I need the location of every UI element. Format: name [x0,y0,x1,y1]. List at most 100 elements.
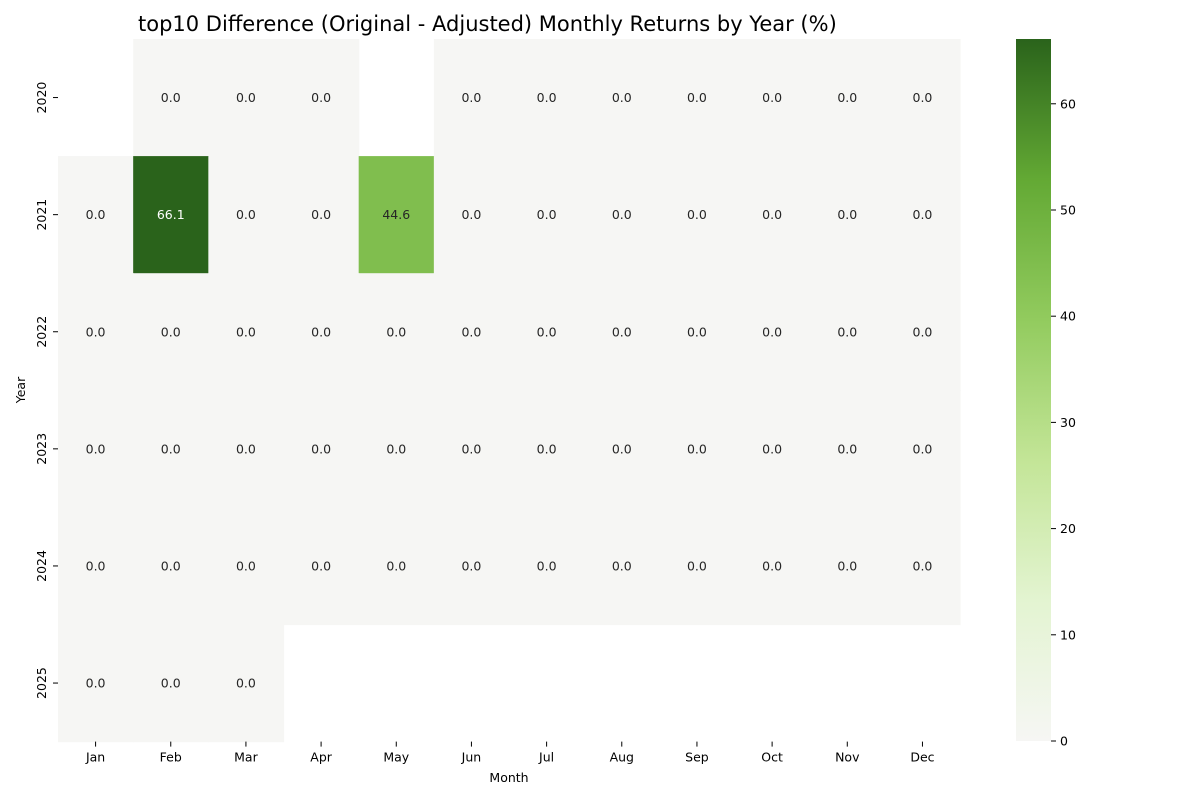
colorbar-tick-label: 10 [1060,627,1076,642]
heatmap-cell [809,507,886,626]
heatmap-cell [809,273,886,391]
cell-value-label: 0.0 [913,90,933,105]
y-tick-label: 2025 [34,667,49,699]
x-tick-label: Jul [538,750,554,765]
heatmap-cell [208,507,285,626]
cell-value-label: 0.0 [837,207,857,222]
heatmap-cell [358,156,435,274]
cell-value-label: 0.0 [86,207,106,222]
heatmap-cell [734,273,811,391]
heatmap-cell [509,507,585,626]
x-tick-label: Dec [910,750,934,765]
heatmap-cell [734,156,811,274]
cell-value-label: 0.0 [311,324,331,339]
x-tick-label: May [383,750,409,765]
heatmap-cell [509,39,585,157]
heatmap-cell [358,273,435,391]
cell-value-label: 0.0 [161,558,181,573]
cell-value-label: 0.0 [537,207,557,222]
y-tick-label: 2022 [34,316,49,348]
cell-value-label: 0.0 [612,441,632,456]
heatmap-cell [659,156,736,274]
cell-value-label: 0.0 [762,324,782,339]
colorbar-ticks: 0 10 20 30 40 50 60 [1051,96,1076,749]
cell-value-label: 0.0 [236,558,256,573]
heatmap-cell [884,156,961,274]
heatmap-cell [509,273,585,391]
cell-value-label: 0.0 [837,90,857,105]
x-tick-label: Aug [610,750,634,765]
y-axis-label: Year [13,376,28,404]
x-tick-label: Feb [160,750,182,765]
cell-value-label: 0.0 [612,90,632,105]
x-tick-label: Apr [310,750,332,765]
heatmap-cell [208,390,285,508]
cell-value-label: 0.0 [913,558,933,573]
cell-value-label: 0.0 [236,324,256,339]
cell-value-label: 0.0 [461,324,481,339]
heatmap-cell [433,507,510,626]
cell-value-label: 0.0 [311,558,331,573]
cell-value-label: 44.6 [382,207,410,222]
cell-value-label: 0.0 [837,558,857,573]
colorbar-tick-label: 40 [1060,309,1076,324]
colorbar-tick-label: 60 [1060,96,1076,111]
cell-value-label: 0.0 [537,324,557,339]
cell-value-label: 0.0 [461,90,481,105]
heatmap-cell [283,390,360,508]
x-axis-ticks: Jan Feb Mar Apr May Jun Jul Aug Sep Oct Nov Dec [85,741,935,765]
y-tick-label: 2021 [34,199,49,231]
cell-value-label: 0.0 [311,207,331,222]
cell-value-label: 0.0 [161,324,181,339]
x-tick-label: Mar [234,750,258,765]
y-tick-label: 2023 [34,433,49,465]
cell-value-label: 0.0 [161,90,181,105]
y-axis-ticks: 2020 2021 2022 2023 2024 2025 [34,82,58,699]
heatmap-cell [809,390,886,508]
heatmap-cell [659,273,736,391]
cell-value-label: 0.0 [311,90,331,105]
heatmap-cell [659,390,736,508]
heatmap-cell [133,156,209,274]
heatmap-cells [58,39,961,743]
cell-value-label: 0.0 [762,558,782,573]
cell-value-label: 0.0 [461,441,481,456]
heatmap-cell [358,390,435,508]
colorbar-tick-label: 0 [1060,734,1068,749]
heatmap-cell [659,39,736,157]
colorbar-tick-label: 30 [1060,415,1076,430]
heatmap-cell [433,39,510,157]
heatmap-cell [884,273,961,391]
heatmap-cell [584,273,660,391]
x-axis-label: Month [489,770,528,785]
heatmap-cell [809,39,886,157]
cell-value-label: 0.0 [762,441,782,456]
heatmap-cell [433,273,510,391]
heatmap-cell [433,156,510,274]
heatmap-cell [884,507,961,626]
cell-value-label: 0.0 [86,558,106,573]
cell-value-label: 0.0 [612,324,632,339]
y-tick-label: 2024 [34,550,49,582]
heatmap-cell [734,507,811,626]
colorbar-tick-label: 20 [1060,521,1076,536]
cell-value-label: 0.0 [762,90,782,105]
cell-value-label: 0.0 [687,441,707,456]
heatmap-cell [734,39,811,157]
heatmap-cell [433,390,510,508]
cell-value-label: 66.1 [157,207,185,222]
x-tick-label: Jan [85,750,105,765]
cell-value-label: 0.0 [386,324,406,339]
heatmap-cell [734,390,811,508]
cell-value-label: 0.0 [236,90,256,105]
colorbar [1016,39,1051,741]
heatmap-cell [358,507,435,626]
cell-value-label: 0.0 [913,441,933,456]
cell-value-label: 0.0 [537,441,557,456]
heatmap-cell [884,390,961,508]
heatmap-cell [208,39,285,157]
cell-value-label: 0.0 [687,324,707,339]
cell-value-label: 0.0 [236,207,256,222]
cell-value-label: 0.0 [86,324,106,339]
chart-title: top10 Difference (Original - Adjusted) M… [138,12,837,36]
